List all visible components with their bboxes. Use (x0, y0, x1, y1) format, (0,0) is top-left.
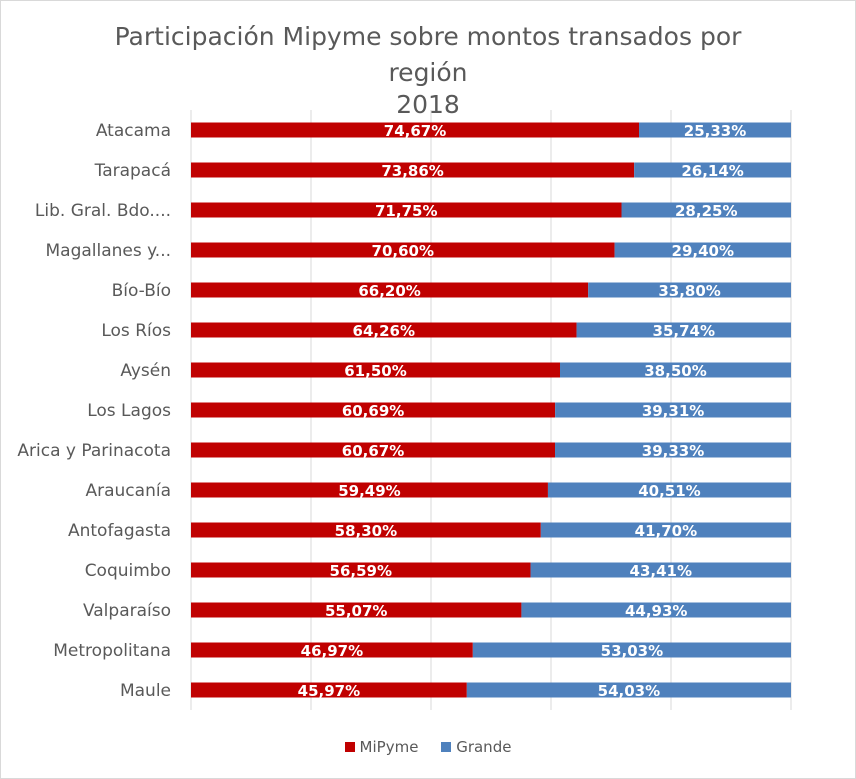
data-label-grande: 53,03% (601, 642, 663, 660)
chart-title-line-1: Participación Mipyme sobre montos transa… (114, 22, 742, 51)
data-label-mipyme: 64,26% (353, 322, 415, 340)
data-label-mipyme: 71,75% (375, 202, 437, 220)
category-label: Araucanía (86, 481, 172, 501)
bar-grande (639, 122, 791, 138)
category-label: Aysén (120, 361, 171, 381)
data-label-mipyme: 45,97% (298, 682, 360, 700)
data-label-mipyme: 56,59% (330, 562, 392, 580)
chart-title-line-3: 2018 (396, 90, 460, 119)
data-label-mipyme: 55,07% (325, 602, 387, 620)
bar-grande (555, 402, 791, 418)
category-label: Atacama (96, 121, 171, 141)
bar-mipyme (191, 242, 615, 258)
legend-label-mipyme: MiPyme (359, 738, 419, 756)
bar-grande (555, 442, 791, 458)
bar-grande (472, 642, 791, 658)
bar-mipyme (191, 162, 635, 178)
legend-item-grande: Grande (441, 738, 511, 756)
bar-grande (530, 562, 791, 578)
bar-mipyme (191, 282, 589, 298)
legend: MiPyme Grande (0, 738, 856, 756)
data-label-grande: 38,50% (644, 362, 706, 380)
data-label-grande: 26,14% (681, 162, 743, 180)
data-label-grande: 41,70% (635, 522, 697, 540)
data-label-mipyme: 46,97% (301, 642, 363, 660)
data-label-mipyme: 60,69% (342, 402, 404, 420)
legend-swatch-grande (441, 742, 452, 752)
data-label-mipyme: 66,20% (358, 282, 420, 300)
data-label-grande: 44,93% (625, 602, 687, 620)
data-label-grande: 54,03% (598, 682, 660, 700)
bar-grande (634, 162, 791, 178)
category-label: Magallanes y... (46, 241, 172, 261)
bar-mipyme (191, 402, 556, 418)
category-label: Metropolitana (53, 641, 171, 661)
bar-grande (466, 682, 791, 698)
bar-mipyme (191, 202, 622, 218)
legend-swatch-mipyme (344, 742, 355, 752)
bar-grande (547, 482, 791, 498)
category-label: Los Ríos (101, 321, 171, 341)
bar-grande (576, 322, 791, 338)
bar-mipyme (191, 442, 556, 458)
bar-mipyme (191, 362, 560, 378)
data-label-mipyme: 58,30% (335, 522, 397, 540)
bar-mipyme (191, 682, 467, 698)
data-label-grande: 35,74% (653, 322, 715, 340)
bar-grande (540, 522, 791, 538)
data-label-mipyme: 74,67% (384, 122, 446, 140)
category-label: Antofagasta (68, 521, 171, 541)
data-label-grande: 29,40% (672, 242, 734, 260)
bar-mipyme (191, 322, 577, 338)
category-label: Arica y Parinacota (17, 441, 171, 461)
data-label-grande: 43,41% (630, 562, 692, 580)
data-label-grande: 39,33% (642, 442, 704, 460)
bar-grande (588, 282, 791, 298)
category-label: Bío-Bío (112, 281, 171, 301)
data-label-grande: 25,33% (684, 122, 746, 140)
legend-item-mipyme: MiPyme (344, 738, 419, 756)
chart-title-line-2: región (388, 58, 468, 87)
bar-grande (521, 602, 791, 618)
category-label: Los Lagos (87, 401, 171, 421)
category-label: Lib. Gral. Bdo.... (35, 201, 171, 221)
data-label-grande: 40,51% (638, 482, 700, 500)
data-label-mipyme: 73,86% (381, 162, 443, 180)
data-label-mipyme: 70,60% (372, 242, 434, 260)
bar-mipyme (191, 482, 548, 498)
bar-mipyme (191, 602, 522, 618)
category-label: Maule (120, 681, 171, 701)
category-label: Tarapacá (94, 161, 171, 181)
bar-grande (560, 362, 791, 378)
category-label: Valparaíso (83, 601, 171, 621)
bar-mipyme (191, 562, 531, 578)
data-label-grande: 39,31% (642, 402, 704, 420)
bar-grande (621, 202, 791, 218)
bar-mipyme (191, 522, 541, 538)
legend-label-grande: Grande (456, 738, 512, 756)
bar-mipyme (191, 122, 640, 138)
data-label-grande: 28,25% (675, 202, 737, 220)
category-label: Coquimbo (85, 561, 171, 581)
bar-grande (614, 242, 791, 258)
data-label-mipyme: 59,49% (338, 482, 400, 500)
data-label-mipyme: 61,50% (344, 362, 406, 380)
data-label-grande: 33,80% (658, 282, 720, 300)
bar-mipyme (191, 642, 473, 658)
data-label-mipyme: 60,67% (342, 442, 404, 460)
